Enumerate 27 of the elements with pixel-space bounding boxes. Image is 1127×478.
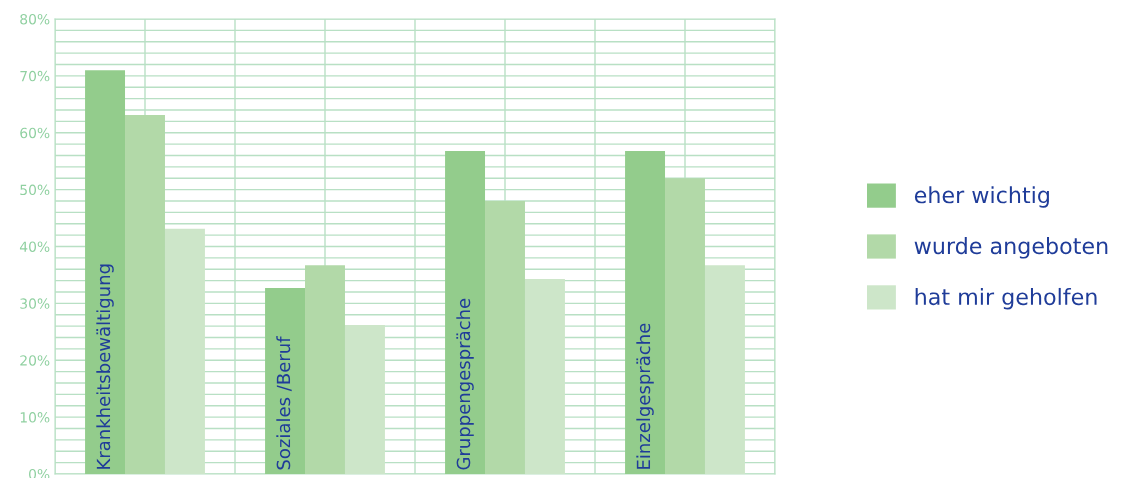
legend-label: wurde angeboten [914, 237, 1108, 259]
bar [445, 150, 486, 474]
bar [344, 324, 385, 474]
bar [85, 70, 126, 474]
y-tick-label: 10% [20, 412, 50, 423]
y-tick-label: 40% [19, 241, 50, 252]
x-tick-label: Einzelgespräche [636, 323, 654, 469]
bar [524, 278, 565, 474]
bar [625, 150, 666, 474]
bar [485, 201, 525, 474]
y-tick-label: 60% [20, 127, 50, 139]
bar [665, 178, 705, 474]
bar [125, 115, 165, 474]
x-tick-label: Gruppengespräche [456, 298, 474, 470]
legend-label: eher wichtig [914, 186, 1049, 208]
bar [305, 265, 345, 474]
bar [164, 228, 205, 474]
x-tick-label: Soziales /Beruf [276, 336, 292, 470]
bar [265, 288, 306, 474]
y-tick-label: 50% [20, 184, 50, 196]
x-tick-label: Krankheitsbewältigung [96, 264, 114, 469]
y-tick-label: 30% [20, 298, 50, 309]
bar [704, 265, 745, 474]
legend-label: hat mir geholfen [915, 287, 1097, 310]
y-tick-label: 70% [20, 70, 50, 82]
y-tick-label: 20% [20, 355, 50, 366]
y-tick-label: 80% [20, 13, 50, 25]
